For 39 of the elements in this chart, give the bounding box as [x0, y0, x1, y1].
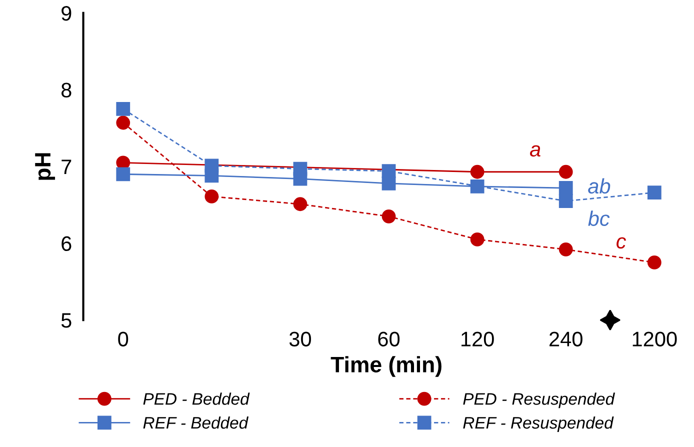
annotation: bc [588, 210, 610, 226]
annotation: a [530, 145, 540, 157]
point [470, 180, 484, 194]
point [558, 242, 573, 256]
annotation: ab [588, 178, 610, 194]
point [470, 164, 484, 179]
point [558, 194, 573, 208]
point [204, 190, 219, 204]
x-tick-label: 120 [462, 332, 494, 346]
y-axis-title: pH [35, 153, 56, 180]
x-tick-label: 1200 [632, 332, 677, 346]
point [647, 256, 662, 270]
x-tick-label: 60 [378, 332, 400, 346]
legend-label: REF - Bedded [143, 416, 249, 429]
point [558, 164, 573, 179]
x-axis-title: Time (min) [330, 356, 442, 377]
x-tick-label: 240 [550, 332, 582, 346]
legend-label: PED - Bedded [143, 392, 250, 405]
point [116, 102, 130, 116]
y-tick-label: 7 [62, 160, 72, 174]
y-tick-label: 8 [61, 82, 72, 98]
y-tick-label: 5 [61, 313, 72, 328]
y-tick-label: 6 [62, 236, 72, 252]
point [293, 162, 308, 176]
legend-label: PED - Resuspended [463, 392, 616, 408]
point [116, 116, 130, 130]
x-tick-label: 0 [118, 332, 128, 346]
y-tick-label: 9 [62, 6, 72, 21]
point [382, 209, 396, 224]
point [647, 186, 662, 200]
point [204, 158, 219, 173]
point [116, 167, 130, 182]
point [382, 164, 396, 178]
point [470, 232, 484, 246]
annotation: c [616, 237, 626, 249]
point [293, 197, 308, 212]
point [558, 181, 573, 195]
x-tick-label: 30 [289, 332, 311, 346]
legend-label: REF - Resuspended [463, 416, 614, 432]
